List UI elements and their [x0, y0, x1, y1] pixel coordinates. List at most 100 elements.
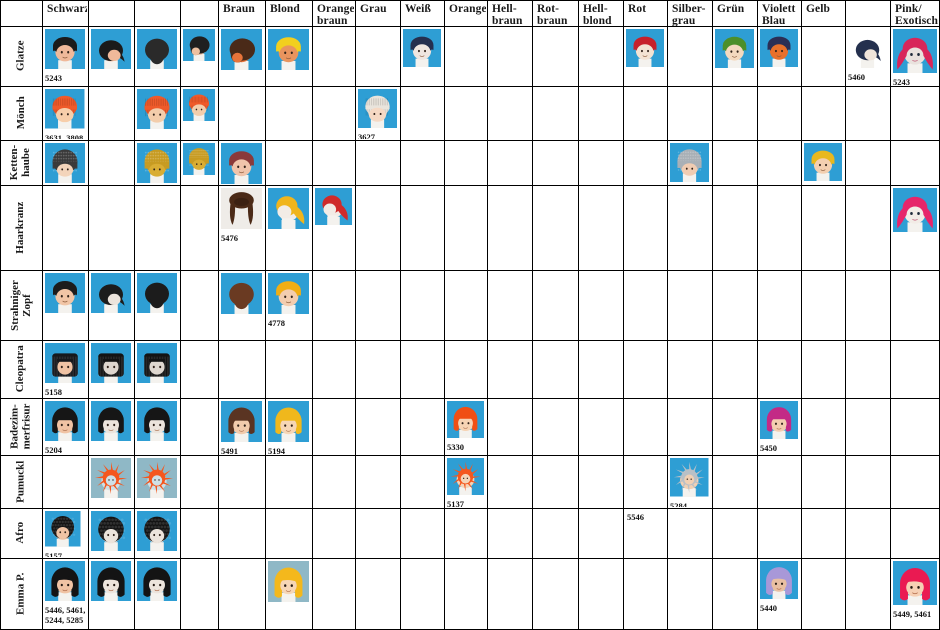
hair-sample-afro-black-side[interactable] [91, 511, 131, 556]
row-header-r1: Glatze [0, 26, 42, 86]
table-cell: 5446, 5461, 5244, 5285 [43, 559, 87, 629]
table-cell: 5137 [445, 456, 486, 507]
table-cell [401, 27, 443, 85]
hair-sample-afro-black-front[interactable]: 5157 [45, 511, 81, 557]
row-header-r5: Strahniger Zopf [0, 270, 42, 340]
hair-sample-emma-blond-front[interactable] [268, 561, 309, 607]
table-cell [89, 456, 133, 507]
hair-sample-emma-violet-front[interactable]: 5440 [760, 561, 798, 614]
column-header-c1: Schwarz [47, 3, 87, 15]
part-number-caption: 5158 [45, 387, 62, 397]
hair-sample-brown-orange-hair[interactable] [221, 29, 262, 75]
column-header-c9: Weiß [405, 3, 431, 15]
hair-sample-blond-strands-front[interactable]: 4778 [268, 273, 309, 329]
hair-thumbnail-image [268, 401, 309, 443]
column-divider [180, 0, 181, 630]
hair-sample-pumuckl-orange-spikes-a[interactable] [91, 458, 131, 503]
row-header-r6: Cleopatra [0, 340, 42, 398]
hair-sample-gold-chainmail-hood-angle[interactable] [183, 143, 215, 180]
hair-sample-black-strands-front[interactable] [45, 273, 85, 318]
hair-sample-pumuckl-silver-head[interactable]: 5284 [670, 458, 709, 507]
hair-sample-cleopatra-black-back[interactable] [137, 343, 177, 388]
table-cell: 5440 [758, 559, 800, 629]
table-cell: 5460 [846, 27, 889, 85]
column-divider [218, 0, 219, 630]
row-divider [0, 508, 940, 509]
hair-sample-cleopatra-black-front[interactable]: 5158 [45, 343, 85, 397]
hair-sample-black-chainmail-hood[interactable] [45, 143, 85, 184]
table-cell [181, 27, 217, 85]
hair-sample-orange-monk-cap-front[interactable]: 3631, 3808, [45, 89, 85, 139]
hair-sample-brown-braid-back[interactable] [221, 273, 262, 319]
hair-sample-grey-white-monk-cap[interactable]: 3627 [358, 89, 397, 139]
hair-sample-pumuckl-orange-head[interactable]: 5137 [447, 458, 484, 507]
hair-thumbnail-image [137, 401, 177, 442]
hair-sample-cleopatra-black-side[interactable] [91, 343, 131, 388]
hair-sample-emma-black-side[interactable] [91, 561, 131, 606]
hair-sample-emma-pink-front[interactable]: 5449, 5461 [893, 561, 937, 620]
hair-sample-pink-exotic-head[interactable]: 5243 [893, 29, 937, 85]
column-divider [265, 0, 266, 630]
hair-sample-bob-black-front[interactable]: 5204 [45, 401, 85, 454]
hair-sample-blond-ponytail-side[interactable] [268, 188, 309, 234]
table-cell [891, 186, 939, 269]
hair-sample-bob-orange-front[interactable]: 5330 [447, 401, 484, 453]
row-header-label: Ketten- haube [8, 144, 33, 181]
column-divider [312, 0, 313, 630]
hair-sample-emma-black-front[interactable]: 5446, 5461, 5244, 5285 [45, 561, 85, 625]
table-cell: 5491 [219, 399, 264, 454]
hair-sample-black-strands-back[interactable] [137, 273, 177, 318]
table-cell [89, 399, 133, 454]
hair-sample-silver-chainmail-hood[interactable] [670, 143, 709, 184]
hair-sample-navy-hair-side[interactable]: 5460 [848, 29, 887, 83]
hair-sample-bob-black-side[interactable] [91, 401, 131, 446]
hair-thumbnail-image [221, 401, 262, 443]
hair-thumbnail-image [848, 29, 887, 69]
hair-sample-brown-haarkranz-loose[interactable]: 5476 [221, 188, 262, 244]
hair-sample-pumuckl-orange-spikes-b[interactable] [137, 458, 177, 503]
hair-sample-bob-black-back[interactable] [137, 401, 177, 446]
row-divider [0, 340, 940, 341]
hair-sample-bob-brown-front[interactable]: 5491 [221, 401, 262, 454]
hair-sample-orange-monk-cap-back[interactable] [137, 89, 177, 134]
part-number-caption: 5243 [45, 73, 62, 83]
hair-sample-bob-pink-violet-front[interactable]: 5450 [760, 401, 798, 454]
hair-thumbnail-image [760, 401, 798, 440]
hair-sample-pink-exotic-pigtails[interactable] [893, 188, 937, 237]
hair-sample-gold-yellow-hair[interactable] [804, 143, 842, 184]
hair-sample-black-hair-back-grey[interactable] [137, 29, 177, 74]
column-header-c10: Orange [449, 3, 486, 15]
row-header-label: Cleopatra [14, 345, 27, 393]
hair-sample-afro-black-back[interactable] [137, 511, 177, 556]
hair-thumbnail-image [403, 29, 441, 68]
part-number-caption: 3627 [358, 132, 375, 139]
hair-sample-gold-chainmail-hood[interactable] [137, 143, 177, 184]
hair-sample-blond-cap-head[interactable] [268, 29, 309, 75]
hair-sample-brown-hair-red-hat[interactable] [221, 143, 262, 184]
part-number-caption: 5204 [45, 445, 62, 454]
hair-sample-black-hair-angle[interactable] [183, 29, 215, 66]
hair-sample-black-hair-side[interactable] [91, 29, 131, 74]
hair-sample-bob-blond-front[interactable]: 5194 [268, 401, 309, 454]
hair-thumbnail-image [760, 561, 798, 600]
table-cell [668, 141, 711, 184]
part-number-caption: 5330 [447, 442, 464, 452]
hair-thumbnail-image [45, 29, 85, 70]
hair-sample-dark-navy-hair-white-skin[interactable] [403, 29, 441, 72]
hair-sample-red-ponytail-side[interactable] [315, 188, 352, 230]
column-divider [400, 0, 401, 630]
hair-sample-black-hair-front[interactable]: 5243 [45, 29, 85, 84]
hair-sample-green-cap-head[interactable] [715, 29, 754, 73]
table-cell [135, 399, 179, 454]
hair-sample-black-strands-side[interactable] [91, 273, 131, 318]
row-divider [0, 455, 940, 456]
hair-thumbnail-image [137, 511, 177, 552]
hair-sample-violet-blue-hair-orange-face[interactable] [760, 29, 798, 72]
table-cell [89, 271, 133, 339]
hair-sample-orange-monk-cap-angle[interactable] [183, 89, 215, 126]
hair-sample-red-cap-head[interactable] [626, 29, 664, 72]
table-cell [181, 87, 217, 139]
hair-sample-emma-black-back[interactable] [137, 561, 177, 606]
table-cell: 5158 [43, 341, 87, 397]
